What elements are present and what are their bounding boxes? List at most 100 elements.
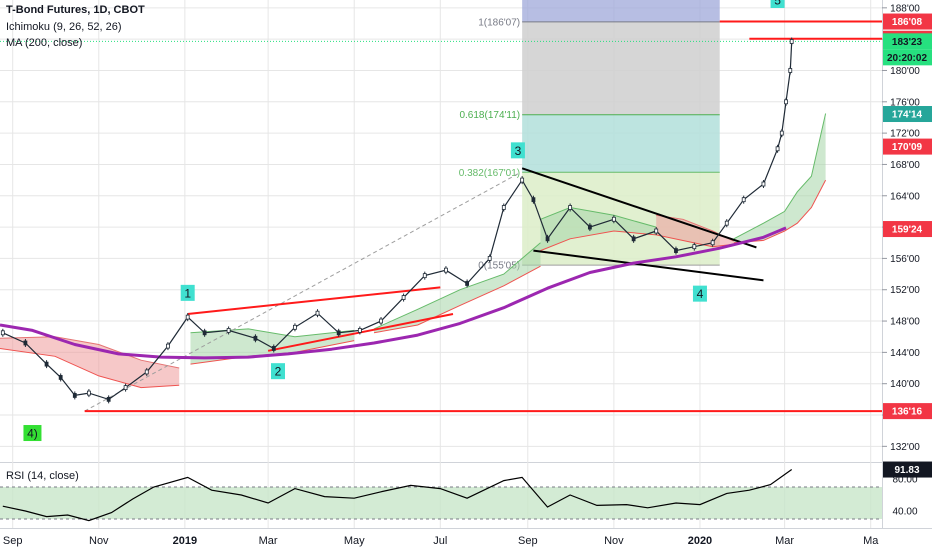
cloud-segment-bull <box>540 207 657 251</box>
fib-zone-0618-0382 <box>522 114 720 173</box>
price-candle-body <box>271 346 276 351</box>
price-candle-body <box>72 393 77 398</box>
price-candle-body <box>0 330 5 336</box>
wave-label-box <box>770 0 785 8</box>
chart-title: T-Bond Futures, 1D, CBOT <box>6 4 145 16</box>
time-tick-label: Nov <box>604 535 624 547</box>
price-candle-body <box>501 205 506 210</box>
trend-drawings[interactable] <box>0 20 882 413</box>
price-axis[interactable] <box>883 0 932 528</box>
price-candle-body <box>106 396 111 402</box>
wave-labels: 1 2 3 4 5 4) <box>23 0 785 442</box>
price-badge-label: 174'14 <box>892 110 923 121</box>
cloud-span-a <box>373 242 541 330</box>
price-candle-body <box>692 244 697 250</box>
time-tick-label: Mar <box>775 535 794 547</box>
price-candle-body <box>87 390 91 396</box>
price-badge-label: 136'16 <box>892 407 923 418</box>
time-tick-label: 2020 <box>688 535 712 547</box>
price-badge <box>883 33 932 50</box>
rsi-tick-label: 80.00 <box>892 475 917 486</box>
price-candle-body <box>531 197 536 203</box>
time-tick-label: Mar <box>259 535 278 547</box>
price-candle-body <box>545 236 550 242</box>
wave-label-box <box>271 363 286 380</box>
price-candle-body <box>710 240 715 246</box>
price-candle-body <box>226 328 231 333</box>
price-candle-body <box>611 216 616 222</box>
price-candle-body <box>724 220 729 226</box>
wave-label-text: 2 <box>275 365 282 379</box>
price-badge <box>883 13 932 30</box>
rsi-tick-label: 40.00 <box>892 507 917 518</box>
cloud-segment-bear <box>0 336 180 388</box>
price-candle-body <box>568 205 573 210</box>
wave-channel-top <box>187 286 441 315</box>
wedge-upper-line <box>521 167 757 249</box>
price-tick-label: 148'00 <box>890 317 920 328</box>
time-axis[interactable] <box>0 529 932 550</box>
price-badges: 186'08184'01183'2320:20:02174'14170'0915… <box>883 13 932 478</box>
ichimoku-legend[interactable]: Ichimoku (9, 26, 52, 26) <box>6 21 122 33</box>
rsi-legend[interactable]: RSI (14, close) <box>6 470 79 482</box>
fib-level-label: 0.618(174'11) <box>459 110 520 121</box>
price-candle-body <box>654 228 659 234</box>
wave-label-text: 1 <box>184 286 191 300</box>
price-tick-label: 152'00 <box>890 285 920 296</box>
time-tick-label: 2019 <box>173 535 197 547</box>
price-candle-body <box>775 146 780 152</box>
price-tick-label: 140'00 <box>890 379 920 390</box>
ma-200-line <box>0 226 787 360</box>
price-candle-body <box>185 314 190 320</box>
wave-label-box <box>692 285 707 302</box>
price-candle-body <box>336 330 341 336</box>
cloud-span-b <box>540 230 657 252</box>
price-tick-label: 180'00 <box>890 66 920 77</box>
cloud-span-b <box>733 179 827 244</box>
price-badge-label: 186'08 <box>892 17 923 28</box>
price-candle-body <box>315 310 320 316</box>
price-badge <box>883 106 932 123</box>
price-candle-body <box>253 335 258 341</box>
wedge-lower-line <box>533 249 764 282</box>
price-candle-body <box>379 318 383 324</box>
price-candle-body <box>789 39 794 44</box>
price-tick-label: 188'00 <box>890 3 920 14</box>
price-badge-label: 170'09 <box>892 142 923 153</box>
price-candle-body <box>293 324 297 330</box>
ma-legend[interactable]: MA (200, close) <box>6 37 83 49</box>
price-candle-body <box>144 369 149 375</box>
wave-label-text: 4) <box>27 427 38 441</box>
price-tick-label: 176'00 <box>890 97 920 108</box>
price-candle-body <box>422 273 427 279</box>
price-candle-body <box>444 267 448 273</box>
price-candle-body <box>487 256 492 261</box>
price-candle-body <box>674 248 678 253</box>
price-badge-label: 159'24 <box>892 225 923 236</box>
price-badge-label: 91.83 <box>894 465 919 476</box>
cloud-span-b <box>373 265 541 334</box>
fib-level-label: 0.382(167'01) <box>459 168 520 179</box>
price-badge <box>883 138 932 155</box>
fib-extension-zone <box>522 0 720 22</box>
ma-200-layer <box>0 226 787 360</box>
cloud-segment-bull <box>733 113 826 243</box>
price-candle-body <box>123 385 128 391</box>
price-candle-body <box>202 330 207 336</box>
price-tick-label: 132'00 <box>890 442 920 453</box>
price-candle-body <box>741 197 746 203</box>
rsi-pane[interactable]: 80.00 40.00 <box>0 469 918 522</box>
price-candle-body <box>784 99 788 105</box>
price-candle-body <box>357 328 362 333</box>
grid-layer <box>0 0 882 528</box>
price-layer <box>0 37 794 404</box>
cloud-span-a <box>733 113 827 240</box>
time-tick-label: May <box>344 535 365 547</box>
time-tick-label: Jul <box>433 535 447 547</box>
time-tick-label: Ma <box>863 535 879 547</box>
fib-zone-1-0618 <box>522 21 720 115</box>
price-tick-label: 144'00 <box>890 348 920 359</box>
rsi-line <box>2 469 793 522</box>
